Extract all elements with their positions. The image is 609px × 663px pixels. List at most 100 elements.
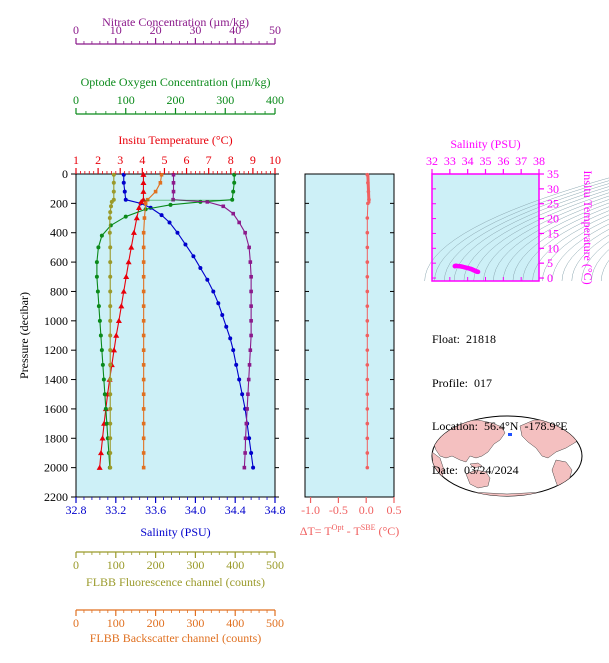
fluorescence-point (107, 230, 112, 235)
dt-point (365, 377, 370, 382)
profile-value: 017 (474, 375, 492, 390)
nitrate-tick-label: 0 (73, 23, 79, 37)
ts-y-axis-label: Insitu Temperature (°C) (581, 170, 595, 284)
temperature-point (118, 303, 125, 309)
temperature-tick-label: 1 (73, 153, 79, 167)
dt-plot-series (365, 172, 371, 470)
nitrate-point (171, 189, 176, 194)
fluorescence-tick-label: 100 (107, 558, 125, 572)
ts-contour (561, 228, 609, 282)
oxygen-tick-label: 0 (73, 93, 79, 107)
dt-surface-segment (366, 174, 371, 204)
ts-axes: 32 33 34 35 36 37 38 Salinity (PSU) 051015202530… (426, 137, 595, 285)
backscatter-point (141, 451, 146, 455)
oxygen-point (98, 333, 103, 338)
temperature-point (111, 347, 118, 353)
salinity-axis: 32.8 33.2 33.6 34.0 34.4 34.8 Salinity (PSU) (66, 497, 286, 539)
nitrate-tick-label: 10 (110, 23, 122, 37)
fluorescence-point (108, 450, 113, 455)
backscatter-axis: 0 100 200 300 400 500 FLBB Backscatter channel… (73, 609, 284, 645)
temperature-axis: 1 2 3 4 5 6 7 8 9 10 Insitu Temperature (°C) (73, 133, 281, 174)
temperature-tick-label: 9 (250, 153, 256, 167)
fluorescence-point (108, 377, 113, 382)
backscatter-point (153, 189, 158, 194)
oxygen-point (102, 392, 107, 397)
nitrate-point (242, 465, 247, 470)
nitrate-point (246, 377, 251, 382)
fluorescence-point (111, 189, 116, 194)
ts-y-tick-label: 0 (547, 271, 553, 285)
pressure-tick-label: 0 (62, 167, 68, 181)
oxygen-axis-label: Optode Oxygen Concentration (µm/kg) (81, 75, 271, 89)
backscatter-point (141, 274, 146, 279)
profile-label: Profile: (432, 375, 468, 390)
ts-plot-area (431, 173, 540, 282)
salinity-point (224, 324, 229, 329)
ts-contour (542, 218, 609, 282)
fluorescence-point (108, 392, 113, 397)
ts-contour (424, 177, 609, 282)
ts-y-tick-label: 10 (547, 241, 559, 255)
ts-contour (551, 223, 609, 282)
oxygen-point (230, 197, 235, 202)
main-profile-panel: 0200400600800100012001400160018002000220… (17, 15, 286, 645)
dt-label-part: SBE (361, 523, 376, 532)
dt-point (365, 363, 370, 367)
float-info: Float: 21818 Profile: 017 Location: 56.4… (432, 303, 568, 492)
oxygen-point (96, 245, 101, 250)
nitrate-point (171, 181, 176, 185)
salinity-point (216, 301, 221, 306)
pressure-tick-label: 400 (50, 226, 68, 240)
ts-x-tick-label: 37 (515, 154, 527, 168)
backscatter-point (141, 377, 146, 382)
oxygen-point (99, 348, 104, 353)
dt-point (365, 392, 370, 397)
nitrate-point (247, 363, 252, 367)
ts-x-axis-label: Salinity (PSU) (450, 137, 520, 151)
map-australia (465, 469, 491, 489)
dt-x-tick-label: 0.5 (387, 503, 402, 517)
salinity-tick-label: 34.8 (265, 503, 286, 517)
salinity-point (191, 254, 196, 259)
backscatter-point (141, 407, 146, 411)
backscatter-point (141, 392, 146, 397)
fluorescence-point (108, 465, 113, 470)
nitrate-point (249, 304, 253, 308)
backscatter-point (141, 304, 146, 308)
temperature-tick-label: 4 (139, 153, 145, 167)
float-value: 21818 (466, 332, 497, 346)
salinity-point (183, 242, 188, 247)
salinity-point (247, 436, 252, 441)
temperature-point (125, 259, 132, 265)
ts-plot-series (452, 263, 481, 275)
dt-point (365, 260, 370, 264)
ts-contour (591, 249, 609, 282)
ts-y-tick-label: 5 (547, 256, 553, 270)
backscatter-point (141, 465, 146, 470)
ts-diagram-panel: 32 33 34 35 36 37 38 Salinity (PSU) 051015202530… (424, 137, 609, 285)
salinity-point (122, 189, 127, 194)
ts-contour (600, 259, 609, 282)
salinity-tick-label: 34.4 (225, 503, 246, 517)
backscatter-tick-label: 400 (226, 616, 244, 630)
dt-label-part: Opt (332, 523, 345, 532)
fluorescence-point (108, 318, 113, 323)
fluorescence-point (109, 204, 114, 209)
oxygen-tick-label: 400 (266, 93, 284, 107)
fluorescence-tick-label: 0 (73, 558, 79, 572)
temperature-point (140, 179, 147, 186)
nitrate-point (171, 172, 176, 177)
temperature-point (140, 171, 147, 177)
pressure-tick-label: 1400 (44, 373, 68, 387)
dt-plot-area (304, 173, 395, 498)
backscatter-point (158, 181, 163, 185)
oxygen-point (104, 421, 109, 426)
ts-y-tick-label: 25 (547, 197, 559, 211)
ts-x-tick-label: 36 (497, 154, 509, 168)
pressure-axis-label: Pressure (decibar) (17, 292, 31, 379)
backscatter-point (141, 245, 146, 250)
temperature-point (99, 435, 106, 441)
oxygen-point (94, 274, 99, 279)
